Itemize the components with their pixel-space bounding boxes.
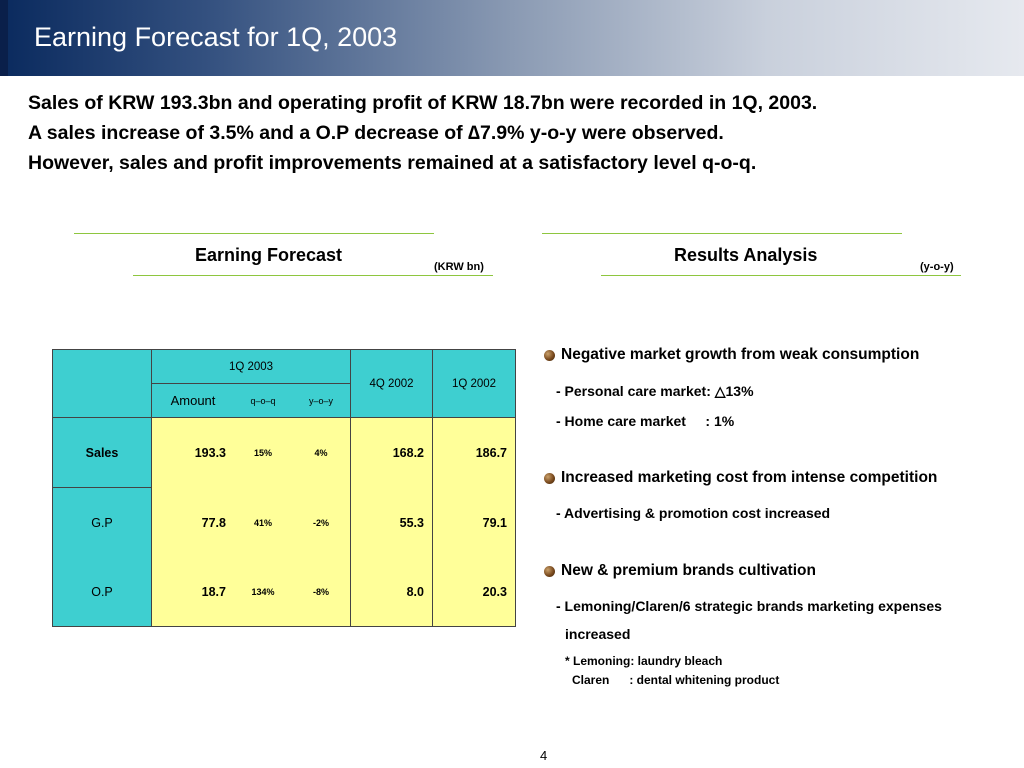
table-row: Sales 193.3 15% 4% 168.2 186.7 bbox=[52, 417, 516, 488]
gp-4q2002: 55.3 bbox=[350, 487, 433, 558]
row-label-op: O.P bbox=[52, 557, 152, 627]
gp-yoy: -2% bbox=[292, 487, 351, 558]
op-qoq: 134% bbox=[234, 557, 292, 627]
sales-yoy: 4% bbox=[292, 417, 351, 488]
op-4q2002: 8.0 bbox=[350, 557, 433, 627]
sub-item: increased bbox=[565, 626, 631, 642]
gp-qoq: 41% bbox=[234, 487, 292, 558]
header-yoy: y–o–y bbox=[292, 383, 351, 418]
summary-block: Sales of KRW 193.3bn and operating profi… bbox=[28, 88, 1008, 178]
op-amount: 18.7 bbox=[151, 557, 234, 627]
sub-item: - Advertising & promotion cost increased bbox=[556, 505, 831, 521]
summary-line-3: However, sales and profit improvements r… bbox=[28, 152, 757, 174]
slide-title: Earning Forecast for 1Q, 2003 bbox=[34, 22, 398, 52]
gp-1q2002: 79.1 bbox=[432, 487, 516, 558]
row-label-sales: Sales bbox=[52, 417, 152, 488]
results-analysis-bottom-rule bbox=[601, 275, 961, 276]
header-qoq: q–o–q bbox=[234, 383, 292, 418]
bullet-item: New & premium brands cultivation bbox=[544, 562, 816, 580]
sales-1q2002: 186.7 bbox=[432, 417, 516, 488]
title-bar-accent bbox=[0, 0, 8, 76]
header-1q2003: 1Q 2003 bbox=[151, 349, 351, 384]
bullet-text: Increased marketing cost from intense co… bbox=[561, 469, 938, 486]
gp-amount: 77.8 bbox=[151, 487, 234, 558]
bullet-ball-icon bbox=[544, 472, 555, 484]
results-analysis-title: Results Analysis bbox=[674, 245, 818, 265]
footnote: * Lemoning: laundry bleach bbox=[565, 654, 723, 668]
results-analysis-unit: (y-o-y) bbox=[920, 261, 954, 273]
results-analysis-top-rule bbox=[542, 233, 902, 234]
page-number: 4 bbox=[540, 748, 548, 763]
earning-forecast-top-rule bbox=[74, 233, 434, 234]
bullet-item: Increased marketing cost from intense co… bbox=[544, 469, 937, 487]
earning-forecast-unit: (KRW bn) bbox=[434, 261, 484, 273]
earning-forecast-bottom-rule bbox=[133, 275, 493, 276]
bullet-ball-icon bbox=[544, 349, 555, 361]
sales-qoq: 15% bbox=[234, 417, 292, 488]
op-yoy: -8% bbox=[292, 557, 351, 627]
sub-item: - Lemoning/Claren/6 strategic brands mar… bbox=[556, 598, 942, 614]
footnote: Claren : dental whitening product bbox=[572, 673, 780, 687]
header-amount: Amount bbox=[151, 383, 234, 418]
sub-item: - Home care market : 1% bbox=[556, 413, 735, 429]
sub-item: - Personal care market: △13% bbox=[556, 383, 754, 399]
summary-line-2: A sales increase of 3.5% and a O.P decre… bbox=[28, 122, 724, 144]
bullet-text: Negative market growth from weak consump… bbox=[561, 346, 920, 363]
title-bar: Earning Forecast for 1Q, 2003 bbox=[0, 0, 1024, 76]
bullet-ball-icon bbox=[544, 565, 555, 577]
bullet-text: New & premium brands cultivation bbox=[561, 562, 816, 579]
table-row: G.P 77.8 41% -2% 55.3 79.1 bbox=[52, 487, 516, 558]
sales-amount: 193.3 bbox=[151, 417, 234, 488]
header-4q2002: 4Q 2002 bbox=[350, 349, 433, 418]
op-1q2002: 20.3 bbox=[432, 557, 516, 627]
header-1q2002: 1Q 2002 bbox=[432, 349, 516, 418]
table-corner-cell bbox=[52, 349, 152, 418]
sales-4q2002: 168.2 bbox=[350, 417, 433, 488]
summary-line-1: Sales of KRW 193.3bn and operating profi… bbox=[28, 92, 818, 114]
table-row: O.P 18.7 134% -8% 8.0 20.3 bbox=[52, 557, 516, 627]
earning-forecast-title: Earning Forecast bbox=[195, 245, 343, 265]
earning-forecast-table: 1Q 2003 4Q 2002 1Q 2002 Amount q–o–q y–o… bbox=[52, 349, 516, 627]
row-label-gp: G.P bbox=[52, 487, 152, 558]
bullet-item: Negative market growth from weak consump… bbox=[544, 346, 919, 364]
